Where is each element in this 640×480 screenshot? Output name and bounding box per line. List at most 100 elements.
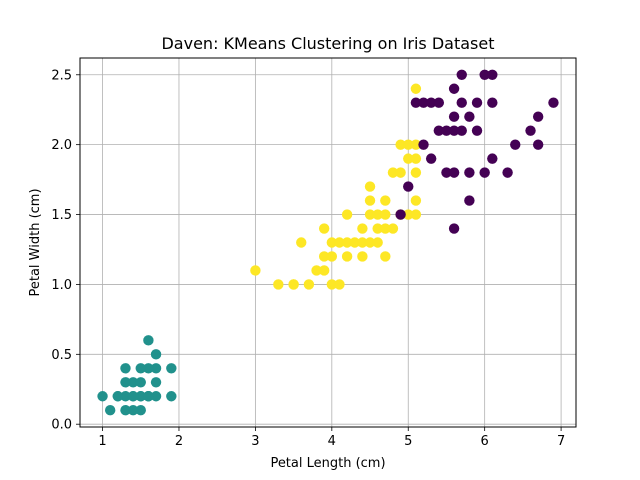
data-point xyxy=(464,111,475,122)
plot-area-frame xyxy=(79,57,577,428)
data-point xyxy=(372,223,383,234)
data-point xyxy=(418,139,429,150)
x-tick-label: 7 xyxy=(557,434,565,449)
data-point xyxy=(364,195,376,206)
data-point xyxy=(120,405,131,416)
data-point xyxy=(303,279,315,290)
data-point xyxy=(380,223,391,234)
data-point xyxy=(166,391,177,402)
data-point xyxy=(448,83,460,94)
data-point xyxy=(441,167,452,178)
x-axis-label: Petal Length (cm) xyxy=(270,456,385,471)
x-tick-label: 1 xyxy=(98,434,106,449)
y-tick-label: 0.0 xyxy=(51,418,72,433)
data-point xyxy=(120,391,131,402)
data-point xyxy=(387,167,399,178)
data-point xyxy=(456,125,467,136)
data-point xyxy=(135,377,146,388)
data-point xyxy=(464,167,475,178)
data-point xyxy=(425,153,437,164)
data-point xyxy=(487,69,498,80)
data-point xyxy=(479,167,490,178)
x-tick-label: 3 xyxy=(251,434,259,449)
data-point xyxy=(448,167,460,178)
data-point xyxy=(288,279,299,290)
data-point xyxy=(410,153,422,164)
data-point xyxy=(150,349,162,360)
data-point xyxy=(395,139,406,150)
data-point xyxy=(387,223,399,234)
data-point xyxy=(448,125,460,136)
data-point xyxy=(357,223,368,234)
data-point xyxy=(380,195,391,206)
data-point xyxy=(410,139,422,150)
data-point xyxy=(502,167,513,178)
data-point xyxy=(403,153,414,164)
data-point xyxy=(364,209,376,220)
data-point xyxy=(357,237,368,248)
data-point xyxy=(479,69,490,80)
data-point xyxy=(127,391,139,402)
data-point xyxy=(326,237,338,248)
data-point xyxy=(464,195,475,206)
data-point xyxy=(326,279,338,290)
data-point xyxy=(349,237,360,248)
data-point xyxy=(150,377,162,388)
data-point xyxy=(135,391,146,402)
data-point xyxy=(433,125,445,136)
data-point xyxy=(112,391,124,402)
data-point xyxy=(510,139,521,150)
data-point xyxy=(410,167,422,178)
data-point xyxy=(135,363,146,374)
data-point xyxy=(143,363,154,374)
data-point xyxy=(532,111,544,122)
data-point xyxy=(127,405,139,416)
data-point xyxy=(410,83,422,94)
data-point xyxy=(456,97,467,108)
x-tick-label: 5 xyxy=(404,434,412,449)
data-point xyxy=(326,251,338,262)
data-point xyxy=(120,363,131,374)
data-point xyxy=(418,97,429,108)
data-point xyxy=(341,209,353,220)
data-point xyxy=(448,223,460,234)
data-point xyxy=(380,209,391,220)
data-point xyxy=(471,97,483,108)
data-point xyxy=(441,125,452,136)
data-point xyxy=(364,237,376,248)
data-point xyxy=(296,237,307,248)
y-tick-label: 2.0 xyxy=(51,138,72,153)
data-point xyxy=(143,391,154,402)
data-point xyxy=(334,237,345,248)
data-point xyxy=(471,125,483,136)
axis-ticks: 1 2 3 4 5 6 7 0.0 0.5 1.0 1.5 2.0 2.5 xyxy=(51,68,565,449)
data-point xyxy=(120,377,131,388)
data-point xyxy=(135,405,146,416)
data-point xyxy=(357,251,368,262)
data-point xyxy=(395,167,406,178)
data-point xyxy=(372,237,383,248)
data-point xyxy=(127,377,139,388)
data-point xyxy=(380,251,391,262)
data-point xyxy=(456,69,467,80)
data-point xyxy=(104,405,116,416)
data-point xyxy=(395,209,406,220)
data-point xyxy=(487,97,498,108)
data-point xyxy=(143,335,154,346)
data-point xyxy=(341,237,353,248)
data-point xyxy=(150,363,162,374)
x-tick-label: 6 xyxy=(481,434,489,449)
data-point xyxy=(410,97,422,108)
data-point xyxy=(403,209,414,220)
data-point xyxy=(425,97,437,108)
data-point xyxy=(364,181,376,192)
x-tick-label: 4 xyxy=(328,434,336,449)
data-point xyxy=(318,223,330,234)
data-point xyxy=(433,97,445,108)
data-point xyxy=(448,111,460,122)
data-point xyxy=(166,363,177,374)
data-points xyxy=(97,69,559,416)
x-tick-label: 2 xyxy=(175,434,183,449)
y-tick-label: 1.0 xyxy=(51,278,72,293)
